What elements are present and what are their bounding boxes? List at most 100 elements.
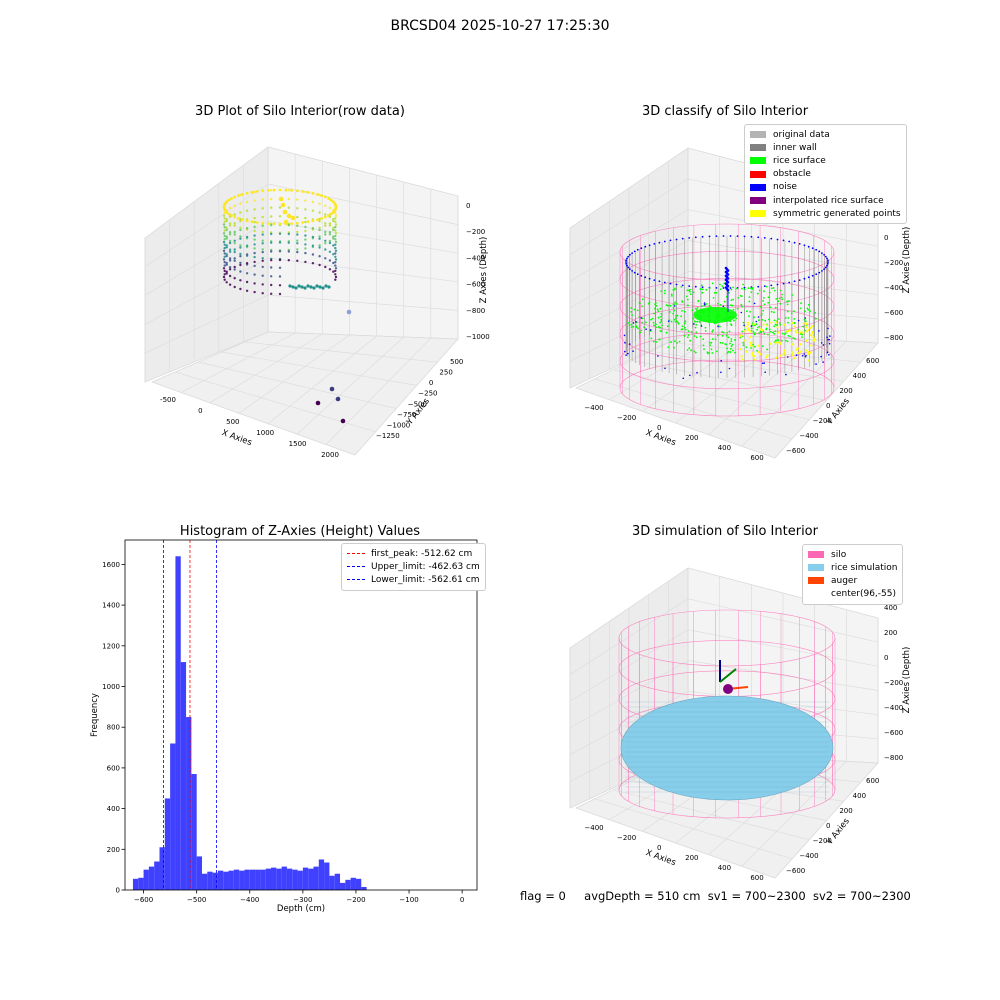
symmetric-point	[745, 350, 748, 353]
rice-surface-point	[742, 344, 745, 347]
noise-point	[722, 287, 725, 289]
rice-surface-point	[726, 347, 728, 350]
raw-point	[327, 214, 330, 217]
rice-surface-point	[717, 334, 719, 337]
noise-point	[633, 250, 636, 253]
rice-surface-point	[653, 324, 655, 327]
rice-surface-point	[775, 298, 778, 300]
rice-surface-point	[684, 328, 687, 331]
rice-surface-point	[658, 338, 661, 341]
raw-point	[245, 272, 249, 275]
raw-point	[261, 198, 264, 201]
raw-point	[225, 261, 228, 265]
symmetric-point	[749, 330, 752, 333]
rice-surface-point	[732, 286, 735, 289]
raw-point	[334, 258, 338, 261]
grid-line	[144, 294, 269, 354]
raw-point	[227, 212, 231, 216]
grid-line	[675, 337, 784, 424]
noise-point	[743, 286, 746, 289]
raw-point	[253, 282, 256, 285]
rice-surface-point	[683, 335, 686, 337]
noise-point	[700, 325, 703, 327]
raw-point	[222, 275, 226, 279]
rice-surface-point	[783, 333, 786, 336]
rice-surface-point	[766, 348, 769, 351]
symmetric-point	[761, 329, 764, 332]
symmetric-point	[746, 323, 750, 326]
noise-point	[663, 281, 666, 284]
raw-point	[287, 189, 290, 192]
symmetric-point	[794, 331, 798, 334]
tick-label: 400	[884, 604, 897, 612]
y-tick-label: 1400	[102, 602, 120, 610]
noise-point	[757, 316, 760, 318]
noise-point	[793, 280, 796, 283]
raw-point	[334, 243, 337, 246]
symmetric-point	[750, 344, 753, 347]
rice-surface-point	[648, 301, 651, 304]
rice-surface-point	[689, 288, 691, 291]
raw-point	[318, 217, 321, 221]
grid-line	[741, 341, 847, 447]
rice-surface-point	[689, 293, 692, 296]
symmetric-point	[765, 356, 768, 359]
noise-point	[624, 350, 626, 353]
rice-surface-point	[680, 286, 683, 288]
raw-point	[223, 246, 226, 250]
histogram-bar	[244, 869, 250, 890]
raw-point	[225, 254, 228, 258]
raw-point	[233, 250, 236, 254]
rice-surface-point	[784, 332, 787, 335]
legend-swatch	[750, 131, 766, 139]
noise-point	[788, 240, 791, 243]
rice-surface-point	[714, 338, 717, 341]
rice-surface-point	[768, 291, 771, 294]
rice-surface-point	[641, 321, 643, 324]
raw-point	[245, 280, 249, 284]
symmetric-point	[799, 350, 802, 353]
rice-surface-point	[767, 301, 770, 304]
raw-point	[309, 285, 313, 289]
rice-surface-point	[686, 289, 689, 292]
symmetric-point	[812, 339, 816, 342]
rice-surface-point	[814, 312, 817, 314]
rice-surface-point	[730, 299, 733, 302]
raw-point	[321, 286, 325, 290]
rice-surface-point	[736, 307, 739, 310]
symmetric-point	[793, 357, 796, 360]
noise-point	[653, 279, 656, 281]
histogram-bar	[191, 774, 197, 890]
legend-label: center(96,-55)	[831, 589, 896, 600]
raw-point	[332, 218, 335, 221]
raw-point	[311, 200, 315, 204]
raw-point	[225, 244, 228, 247]
noise-point	[798, 243, 801, 245]
raw-point	[253, 208, 256, 211]
raw-point	[278, 292, 282, 296]
rice-surface-point	[793, 318, 796, 320]
noise-point	[632, 350, 634, 353]
raw-point	[288, 284, 292, 288]
legend-swatch	[750, 183, 766, 191]
raw-point	[286, 213, 292, 219]
grid-line	[687, 690, 879, 716]
rice-surface-point	[711, 330, 714, 333]
symmetric-point	[806, 352, 810, 356]
rice-surface-point	[687, 334, 690, 336]
rice-surface-point	[794, 337, 796, 340]
rice-surface-point	[756, 292, 759, 295]
rice-surface-point	[655, 323, 657, 326]
rice-surface-point	[807, 303, 810, 306]
raw-point	[225, 246, 228, 249]
histogram-bar	[159, 847, 165, 890]
raw-point	[278, 232, 282, 235]
raw-point	[261, 207, 264, 210]
raw-point	[261, 242, 264, 245]
noise-point	[681, 284, 684, 287]
raw-point	[225, 235, 228, 238]
histogram-bar	[271, 867, 277, 890]
rice-surface-point	[683, 310, 686, 313]
raw-point	[278, 215, 282, 218]
tick-label: 600	[750, 874, 763, 882]
